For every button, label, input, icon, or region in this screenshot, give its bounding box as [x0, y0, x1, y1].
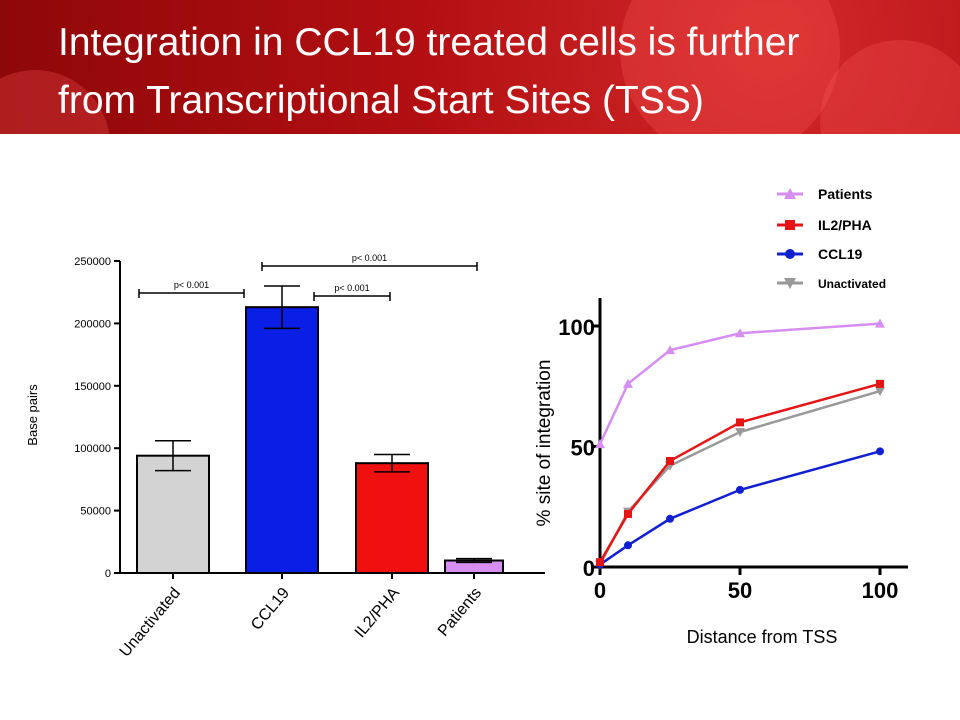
data-point-il2-pha	[666, 456, 674, 465]
title-line-2: from Transcriptional Start Sites (TSS)	[58, 79, 704, 122]
bar-y-tick-label: 0	[105, 568, 111, 580]
line-x-tick-label: 0	[594, 578, 606, 603]
bar-il2-pha	[355, 462, 429, 574]
data-point-il2-pha	[624, 509, 632, 518]
significance-label: p< 0.001	[174, 280, 209, 290]
legend-label-ccl19: CCL19	[818, 246, 863, 262]
data-point-patients	[735, 328, 745, 338]
data-point-patients	[595, 439, 605, 449]
data-point-ccl19	[736, 485, 744, 494]
legend-marker-il2-pha	[785, 220, 795, 230]
data-point-unactivated	[875, 387, 885, 397]
bar-y-axis-label: Base pairs	[25, 384, 40, 446]
legend-label-unactivated: Unactivated	[818, 277, 886, 291]
line-y-axis-label: % site of integration	[534, 360, 555, 527]
title-banner: Integration in CCL19 treated cells is fu…	[0, 0, 960, 134]
bar-y-tick-label: 50000	[80, 506, 111, 518]
data-point-patients	[623, 378, 633, 388]
data-point-ccl19	[666, 514, 674, 523]
data-point-ccl19	[624, 541, 632, 550]
legend-marker-patients	[784, 188, 796, 199]
data-point-patients	[665, 345, 675, 355]
significance-label: p< 0.001	[352, 253, 387, 263]
line-y-tick-label: 50	[571, 436, 595, 461]
line-x-tick-label: 50	[728, 578, 752, 603]
line-y-tick-label: 0	[583, 556, 595, 581]
title-line-1: Integration in CCL19 treated cells is fu…	[58, 21, 800, 64]
slide-title: Integration in CCL19 treated cells is fu…	[58, 14, 938, 130]
data-point-il2-pha	[876, 379, 884, 388]
line-x-axis-label: Distance from TSS	[687, 627, 838, 647]
bar-ccl19	[245, 306, 319, 574]
line-x-tick-label: 100	[862, 578, 899, 603]
bar-y-tick-label: 250000	[74, 256, 111, 268]
series-line-ccl19	[599, 450, 881, 566]
bar-y-tick-label: 100000	[74, 443, 111, 455]
series-line-unactivated	[598, 389, 881, 566]
bar-y-tick-label: 150000	[74, 381, 111, 393]
significance-label: p< 0.001	[334, 283, 369, 293]
bar-unactivated	[136, 454, 210, 574]
data-point-unactivated	[735, 428, 745, 438]
legend-marker-unactivated	[784, 278, 796, 289]
legend-marker-ccl19	[785, 249, 795, 259]
bar-y-tick-label: 200000	[74, 318, 111, 330]
data-point-ccl19	[876, 447, 884, 456]
data-point-il2-pha	[736, 418, 744, 427]
data-point-il2-pha	[596, 558, 604, 567]
line-y-tick-label: 100	[558, 315, 595, 340]
data-point-patients	[875, 318, 885, 328]
legend-label-il2-pha: IL2/PHA	[818, 217, 872, 233]
decorative-blob	[620, 0, 840, 134]
legend-label-patients: Patients	[818, 186, 873, 202]
